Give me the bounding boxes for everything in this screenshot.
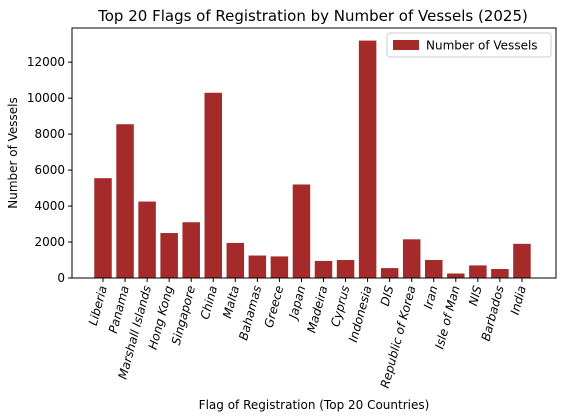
y-tick-label: 8000 xyxy=(34,127,65,141)
bar-barbados xyxy=(491,269,509,278)
bar-malta xyxy=(226,242,245,278)
x-tick-label: Iran xyxy=(421,284,441,310)
legend: Number of Vessels xyxy=(386,32,552,58)
bar-japan xyxy=(292,184,311,278)
bar-republic-of-korea xyxy=(402,239,421,278)
bar-cyprus xyxy=(336,260,355,278)
y-axis-label: Number of Vessels xyxy=(6,97,20,209)
bar-bahamas xyxy=(248,255,267,278)
bar-indonesia xyxy=(358,40,377,279)
x-tick-label: Cyprus xyxy=(328,284,352,328)
x-tick-label: Liberia xyxy=(86,284,110,327)
x-axis-label: Flag of Registration (Top 20 Countries) xyxy=(199,398,430,412)
legend-swatch xyxy=(393,40,419,50)
plot-frame xyxy=(71,27,557,279)
x-tick-label: NIS xyxy=(466,284,485,307)
y-axis-ticks: 0 2000 4000 6000 8000 10000 12000 xyxy=(27,55,72,285)
x-tick-label: India xyxy=(508,284,529,316)
bar-isle-of-man xyxy=(447,273,465,278)
bar-nis xyxy=(469,265,487,278)
bar-liberia xyxy=(94,178,112,278)
bar-hong-kong xyxy=(160,233,178,278)
bar-panama xyxy=(116,124,134,278)
y-tick-label: 6000 xyxy=(34,163,65,177)
x-tick-label: Malta xyxy=(220,284,242,320)
y-tick-label: 2000 xyxy=(34,235,65,249)
y-tick-label: 12000 xyxy=(27,55,65,69)
legend-box xyxy=(386,32,552,58)
bar-india xyxy=(513,243,531,278)
x-tick-label: Madeira xyxy=(304,284,330,334)
bar-dis xyxy=(380,268,399,278)
bar-china xyxy=(204,92,222,278)
bar-singapore xyxy=(182,222,200,278)
bar-marshall-islands xyxy=(138,201,156,278)
bar-greece xyxy=(270,256,289,278)
x-tick-label: DIS xyxy=(378,284,397,308)
y-tick-label: 4000 xyxy=(34,199,65,213)
y-tick-label: 0 xyxy=(57,271,65,285)
bar-iran xyxy=(425,260,443,278)
x-tick-label: Greece xyxy=(262,284,287,329)
x-tick-label: Japan xyxy=(286,284,309,322)
legend-label: Number of Vessels xyxy=(426,39,538,53)
x-tick-label: China xyxy=(198,284,220,321)
bars-group xyxy=(94,40,531,279)
y-tick-label: 10000 xyxy=(27,91,65,105)
chart-title: Top 20 Flags of Registration by Number o… xyxy=(97,7,528,25)
bar-madeira xyxy=(314,260,333,278)
